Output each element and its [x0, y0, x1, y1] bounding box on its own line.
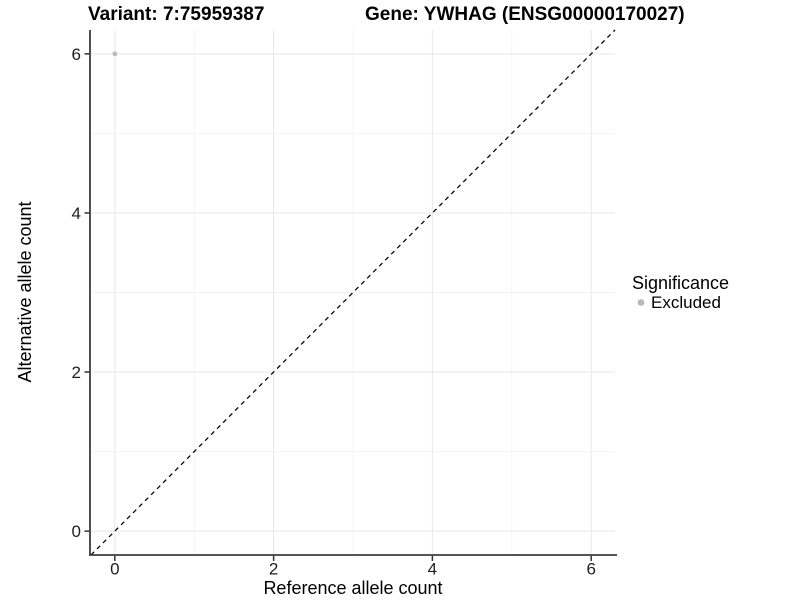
data-points [112, 51, 118, 57]
x-tick-label: 6 [586, 560, 595, 579]
gene-title: Gene: YWHAG (ENSG00000170027) [365, 4, 685, 25]
tick-marks [84, 53, 592, 561]
y-tick-label: 4 [72, 204, 81, 223]
legend-marker-excluded-icon [637, 299, 645, 306]
x-axis-title: Reference allele count [263, 578, 442, 598]
x-tick-label: 4 [428, 560, 437, 579]
x-tick-label: 2 [269, 560, 278, 579]
scatter-point-excluded [112, 51, 118, 57]
y-tick-label: 0 [72, 522, 81, 541]
tick-labels: 0 2 4 6 0 2 4 6 [72, 45, 596, 579]
legend-title: Significance [632, 273, 729, 293]
y-tick-label: 6 [72, 45, 81, 64]
gridlines-minor [91, 30, 615, 555]
y-axis-title: Alternative allele count [15, 201, 35, 382]
y-tick-label: 2 [72, 363, 81, 382]
x-tick-label: 0 [110, 560, 119, 579]
legend-entry-excluded-label: Excluded [651, 293, 721, 312]
legend: Significance Excluded [632, 273, 729, 312]
gridlines-major [91, 30, 615, 555]
variant-title: Variant: 7:75959387 [88, 4, 264, 25]
